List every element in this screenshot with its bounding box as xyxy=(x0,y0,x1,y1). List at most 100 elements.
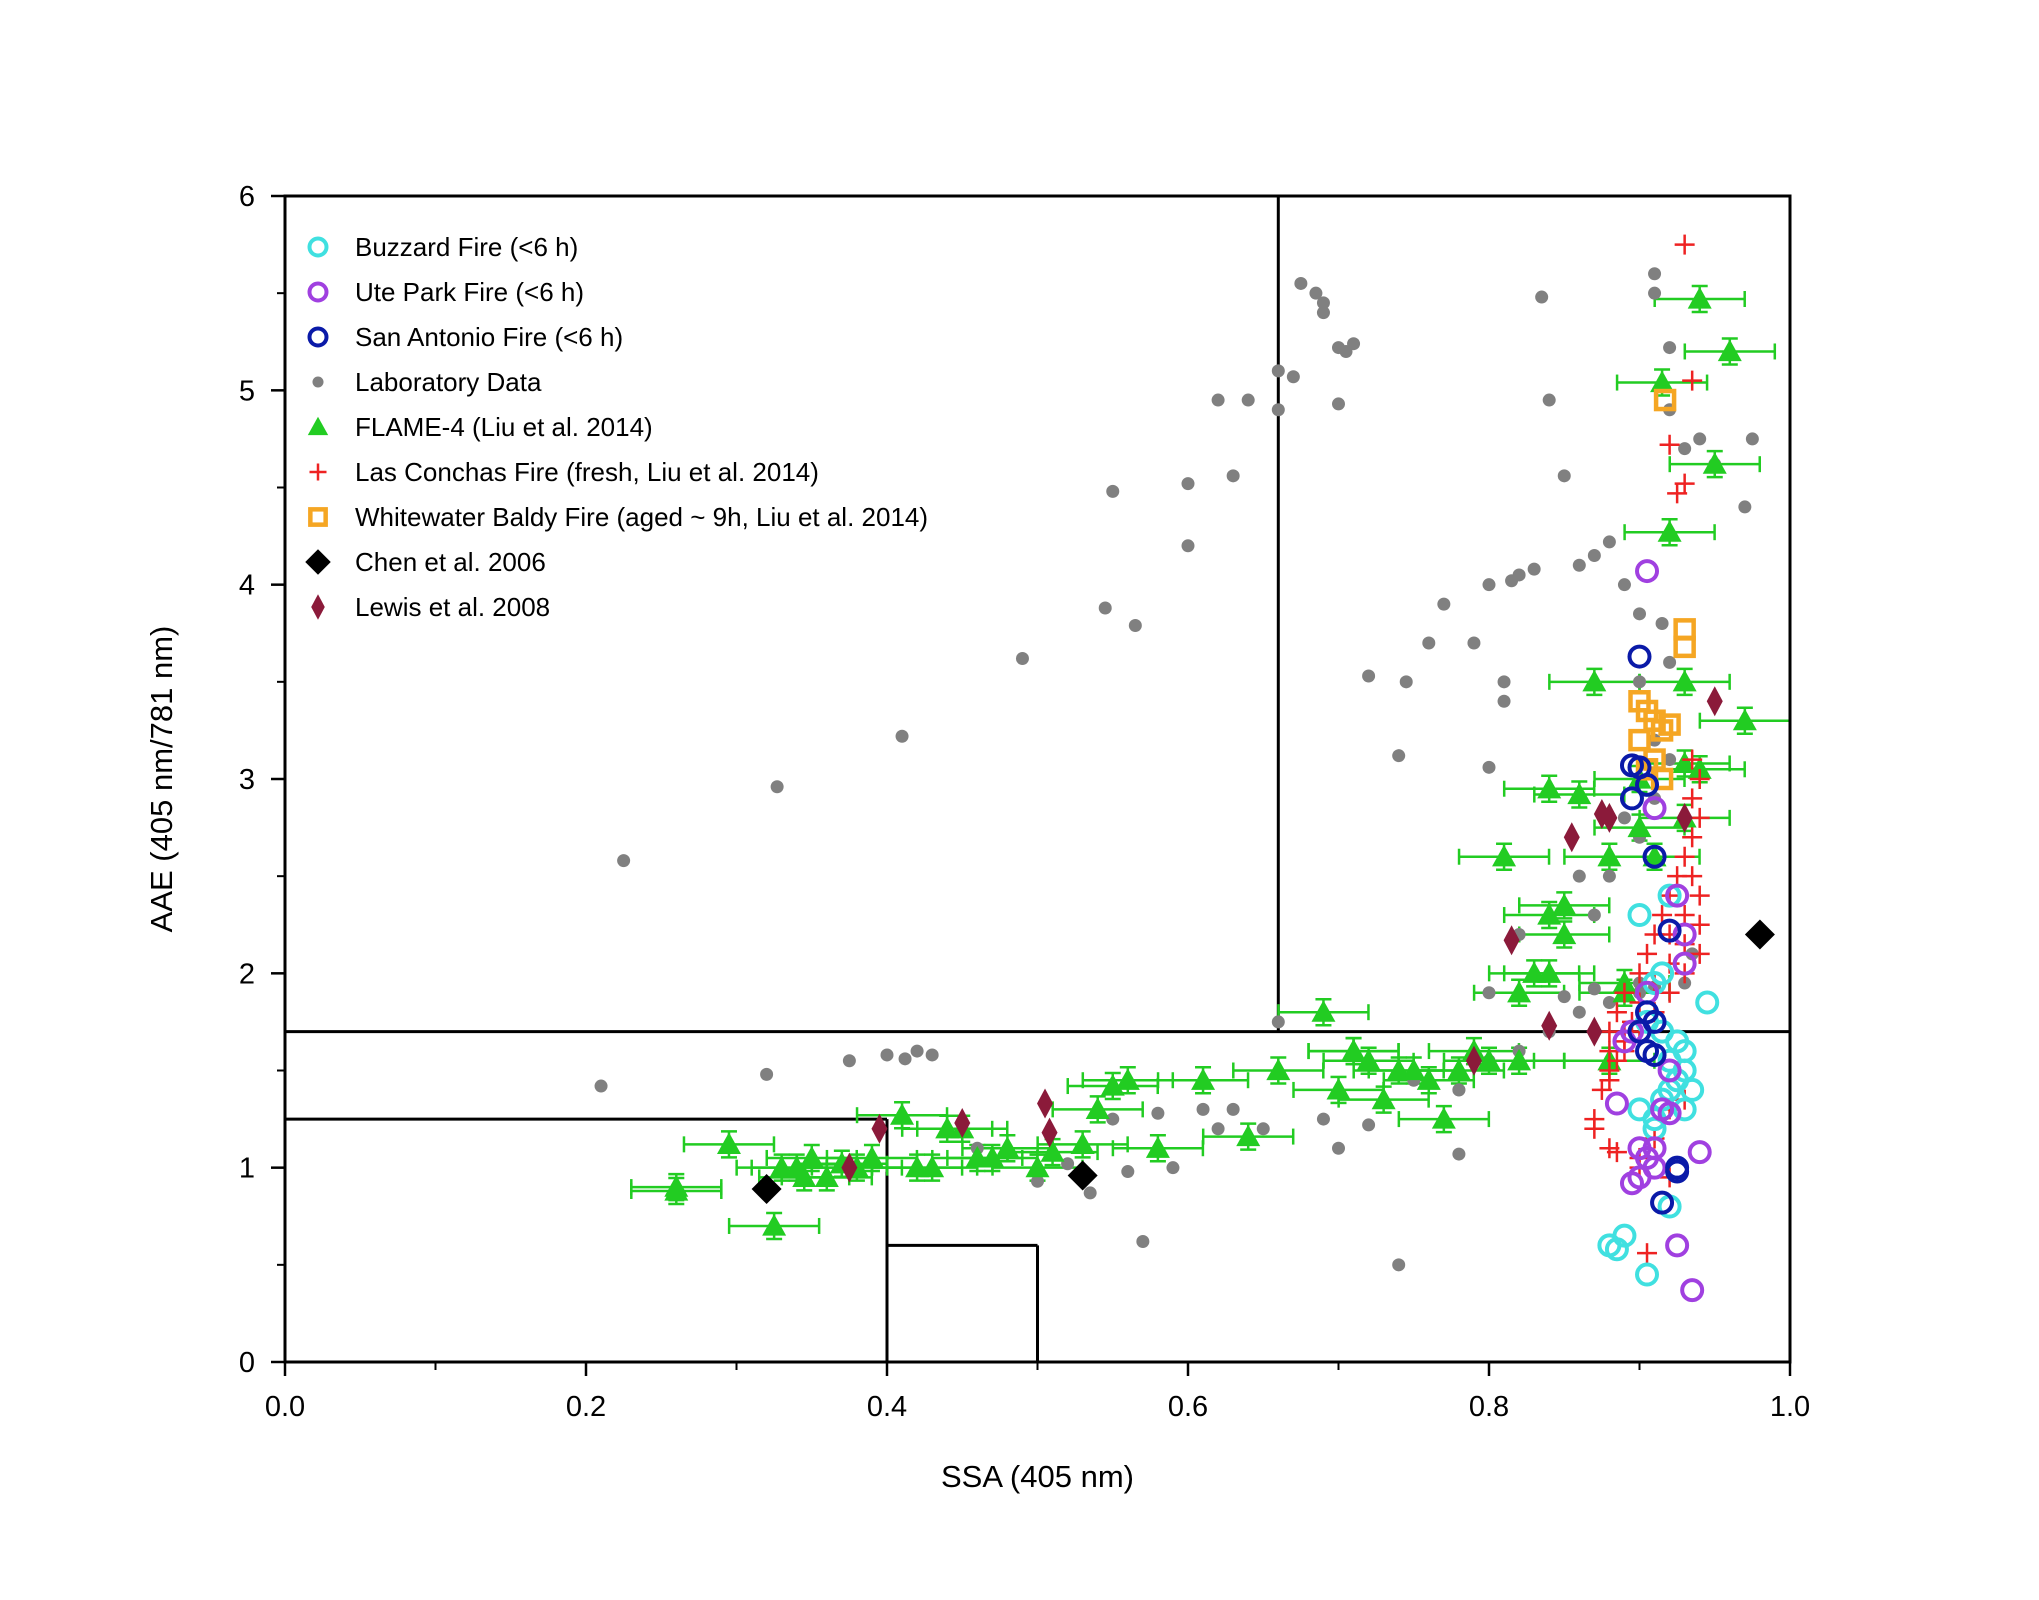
data-point xyxy=(1597,1233,1622,1258)
data-point xyxy=(1211,1122,1225,1136)
data-point xyxy=(1604,1091,1629,1116)
legend-label: San Antonio Fire (<6 h) xyxy=(355,322,623,352)
data-point xyxy=(1672,922,1697,947)
data-point xyxy=(1541,1010,1558,1041)
data-point xyxy=(1672,669,1697,692)
data-point xyxy=(1572,869,1586,883)
data-point xyxy=(1672,1097,1697,1122)
data-point xyxy=(1181,539,1195,553)
data-point xyxy=(1680,1278,1705,1303)
data-point xyxy=(1015,652,1029,666)
data-point xyxy=(1627,815,1652,838)
data-point xyxy=(905,1155,930,1178)
data-point xyxy=(1294,276,1308,290)
data-point xyxy=(1497,675,1511,689)
legend-label: Laboratory Data xyxy=(355,367,542,397)
data-point xyxy=(1687,1140,1712,1165)
data-point xyxy=(1732,708,1757,731)
data-point xyxy=(1271,364,1285,378)
x-tick-label: 0.2 xyxy=(566,1391,606,1423)
data-point xyxy=(1682,788,1703,809)
data-point xyxy=(1446,1058,1471,1081)
data-point xyxy=(1191,1068,1216,1090)
data-point xyxy=(842,1054,856,1068)
data-point xyxy=(1552,922,1577,945)
data-point xyxy=(1658,713,1681,736)
data-point xyxy=(859,1145,884,1168)
data-point xyxy=(1663,655,1677,669)
data-point xyxy=(1682,370,1703,391)
data-point xyxy=(1614,982,1635,1003)
data-point xyxy=(1655,617,1669,631)
data-point xyxy=(1602,869,1616,883)
series-ute-park-fire-6-h xyxy=(1604,559,1712,1303)
legend-label: Lewis et al. 2008 xyxy=(355,592,550,622)
data-point xyxy=(1392,749,1406,763)
legend: Buzzard Fire (<6 h) Ute Park Fire (<6 h) S… xyxy=(305,232,928,622)
data-point xyxy=(1557,469,1571,483)
data-point xyxy=(594,1079,608,1093)
legend-label: Chen et al. 2006 xyxy=(355,547,546,577)
x-tick-label: 0.4 xyxy=(867,1391,907,1423)
data-point xyxy=(1537,776,1562,799)
data-point xyxy=(1717,339,1742,362)
data-point xyxy=(1061,1157,1075,1171)
data-point xyxy=(1522,961,1547,983)
data-point xyxy=(1100,1074,1125,1096)
legend-marker xyxy=(311,594,325,620)
data-point xyxy=(1689,769,1710,789)
data-point xyxy=(1602,535,1616,549)
legend-marker xyxy=(312,376,324,388)
data-point xyxy=(1196,1102,1210,1116)
data-point xyxy=(1326,1077,1351,1100)
series-san-antonio-fire-6-h xyxy=(1619,644,1690,1215)
data-point xyxy=(1674,846,1695,867)
data-point xyxy=(1665,1029,1690,1054)
data-point xyxy=(1738,500,1752,514)
data-point xyxy=(1687,286,1712,309)
data-point xyxy=(1070,1132,1095,1154)
data-point xyxy=(1633,607,1646,621)
y-tick-label: 5 xyxy=(239,375,255,407)
data-point xyxy=(1535,290,1549,304)
data-point xyxy=(1121,1165,1135,1179)
data-point xyxy=(1392,1258,1406,1272)
data-point xyxy=(1362,669,1376,683)
legend-entry: San Antonio Fire (<6 h) xyxy=(307,322,623,352)
data-point xyxy=(617,854,631,868)
data-point xyxy=(1702,452,1727,474)
data-point xyxy=(799,1145,824,1168)
data-point xyxy=(1572,558,1586,572)
data-point xyxy=(1416,1068,1441,1090)
data-point xyxy=(1347,337,1361,351)
data-point xyxy=(1371,1087,1396,1110)
data-point xyxy=(1584,1118,1605,1139)
data-point xyxy=(1572,1005,1586,1019)
legend-label: FLAME-4 (Liu et al. 2014) xyxy=(355,412,653,442)
data-point xyxy=(1286,370,1300,384)
data-point xyxy=(1642,1042,1667,1067)
data-point xyxy=(1316,1112,1330,1126)
data-point xyxy=(1241,393,1255,407)
data-point xyxy=(762,1213,787,1236)
legend-marker xyxy=(308,507,328,527)
data-point xyxy=(935,1116,960,1139)
y-axis: 0 1 2 3 4 5 6 xyxy=(239,181,285,1379)
data-point xyxy=(1025,1155,1050,1178)
data-point xyxy=(1181,477,1195,491)
data-point xyxy=(1552,893,1577,915)
legend-label: Ute Park Fire (<6 h) xyxy=(355,277,584,307)
data-point xyxy=(1617,578,1631,592)
data-point xyxy=(1650,961,1675,986)
legend-entry: Ute Park Fire (<6 h) xyxy=(307,277,584,307)
data-point xyxy=(1629,963,1650,984)
data-point xyxy=(1136,1235,1150,1249)
data-point xyxy=(1627,903,1652,928)
legend-marker xyxy=(307,416,329,436)
data-point xyxy=(1557,990,1571,1004)
data-point xyxy=(910,1044,924,1058)
data-point xyxy=(1166,1161,1180,1175)
data-point xyxy=(1599,1041,1620,1062)
data-point xyxy=(1619,1019,1644,1044)
